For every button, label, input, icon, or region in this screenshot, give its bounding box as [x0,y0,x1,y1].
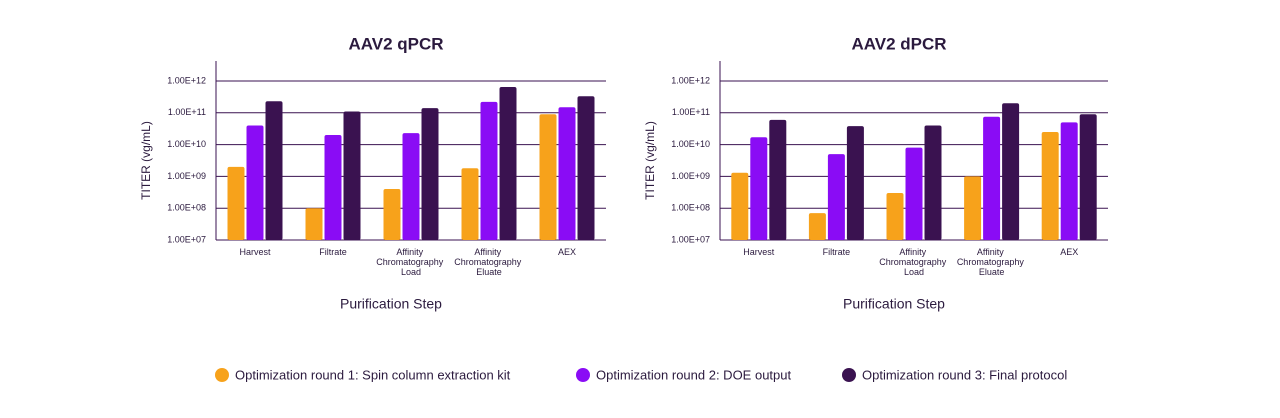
bar [1041,131,1059,240]
x-tick-label: Filtrate [823,247,851,257]
x-tick-label-line: Affinity [977,247,1006,257]
bar [827,154,845,240]
chart-title: AAV2 qPCR [348,34,443,53]
y-tick-label: 1.00E+10 [167,139,206,149]
x-tick-label: AEX [1060,247,1078,257]
x-tick-label-line: AEX [1060,247,1078,257]
bar [1079,114,1097,240]
x-tick-label-line: Eluate [979,267,1005,277]
bar [324,135,342,240]
x-tick-label-line: Filtrate [319,247,347,257]
x-tick-label-line: Affinity [474,247,503,257]
bar [402,133,420,240]
x-tick-label: Affinity Chromatography Eluate [454,247,524,277]
bar [964,176,982,240]
legend-label: Optimization round 1: Spin column extrac… [235,367,511,382]
y-axis-title: TITER (vg/mL) [139,121,153,200]
x-tick-label-line: Chromatography [454,257,524,267]
bar [383,189,401,240]
legend-swatch [576,368,590,382]
x-tick-label: AEX [558,247,576,257]
x-tick-label-line: Harvest [743,247,775,257]
bar [246,125,264,240]
bar [731,172,749,240]
chart-title: AAV2 dPCR [851,34,946,53]
bar [480,101,498,241]
bar [1060,122,1078,240]
y-tick-label: 1.00E+11 [672,107,710,117]
x-tick-label-line: Chromatography [957,257,1027,267]
bar [905,147,923,240]
bar [769,119,787,240]
y-tick-label: 1.00E+09 [671,171,710,181]
x-tick-label: Harvest [239,247,271,257]
bar [558,107,576,241]
y-tick-label: 1.00E+09 [167,171,206,181]
bar [305,208,323,240]
x-axis-title: Purification Step [843,296,945,312]
bar [577,96,595,241]
bar [421,108,439,240]
bar [750,137,768,240]
x-tick-label: Harvest [743,247,775,257]
bar [499,86,517,240]
x-tick-label: Filtrate [319,247,347,257]
x-tick-label-line: Load [401,267,421,277]
x-tick-label-line: Affinity [899,247,928,257]
legend-swatch [215,368,229,382]
bar [539,114,557,240]
x-axis-title: Purification Step [340,296,442,312]
x-tick-label-line: Chromatography [879,257,949,267]
y-tick-label: 1.00E+07 [167,234,206,244]
bar [227,166,245,240]
bar [924,125,942,240]
bar [343,111,361,241]
legend-label: Optimization round 2: DOE output [596,367,791,382]
bar [265,101,283,240]
y-tick-label: 1.00E+12 [167,75,206,85]
bar [461,168,479,240]
x-tick-label-line: Harvest [239,247,271,257]
bar [1002,103,1020,240]
x-tick-label: Affinity Chromatography Load [879,247,949,277]
x-tick-label-line: Load [904,267,924,277]
x-tick-label-line: Filtrate [823,247,851,257]
bar [808,213,826,240]
x-tick-label-line: Chromatography [376,257,446,267]
legend-label: Optimization round 3: Final protocol [862,367,1067,382]
y-tick-label: 1.00E+08 [671,203,710,213]
bar [983,116,1001,240]
bar [886,193,904,240]
x-tick-label-line: Eluate [476,267,502,277]
x-tick-label: Affinity Chromatography Load [376,247,446,277]
bar [846,126,864,240]
y-axis-title: TITER (vg/mL) [643,121,657,200]
y-tick-label: 1.00E+08 [167,203,206,213]
y-tick-label: 1.00E+10 [671,139,710,149]
y-tick-label: 1.00E+11 [168,107,206,117]
x-tick-label-line: Affinity [396,247,425,257]
x-tick-label: Affinity Chromatography Eluate [957,247,1027,277]
legend-swatch [842,368,856,382]
y-tick-label: 1.00E+12 [671,75,710,85]
x-tick-label-line: AEX [558,247,576,257]
y-tick-label: 1.00E+07 [671,234,710,244]
